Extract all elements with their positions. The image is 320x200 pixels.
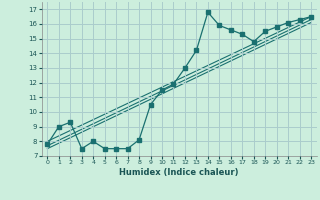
- X-axis label: Humidex (Indice chaleur): Humidex (Indice chaleur): [119, 168, 239, 177]
